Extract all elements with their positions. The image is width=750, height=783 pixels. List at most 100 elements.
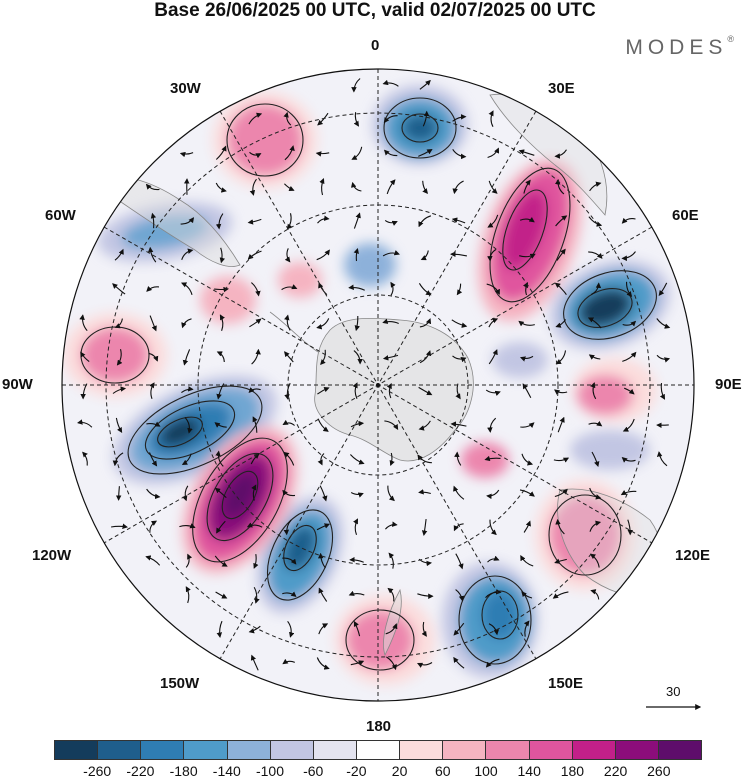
wind-arrow [417,454,432,464]
wind-arrow [246,522,263,528]
wind-arrow [145,183,160,191]
wind-arrow [453,523,464,532]
wind-arrow [523,620,530,637]
wind-arrow [620,490,637,496]
wind-arrow [621,217,636,224]
wind-arrow [215,182,227,193]
wind-arrow [353,518,359,535]
wind-arrow [518,320,535,327]
wind-arrow [555,319,567,328]
wind-arrow [284,248,291,263]
wind-arrow [487,417,497,433]
wind-arrow [350,492,364,498]
wind-arrow [111,523,128,529]
wind-arrow [282,557,297,565]
wind-arrow [115,486,122,501]
colorbar-tick-label: 100 [474,763,498,779]
wind-arrow [487,555,500,563]
wind-arrow [182,349,191,366]
wind-arrow [316,249,330,261]
colorbar-swatch [55,741,99,759]
wind-arrow [588,420,603,427]
colorbar-swatch [270,741,314,759]
colorbar-tick-label: -20 [346,763,367,779]
wind-arrow [216,520,226,534]
wind-arrow [390,281,396,296]
wind-arrow [450,421,467,427]
map-boundary [61,68,695,702]
wind-arrow [181,318,192,329]
wind-arrow [115,417,123,434]
wind-arrow [488,318,499,328]
wind-arrow [384,219,398,226]
wind-arrow [214,286,229,293]
wind-arrow [554,282,567,296]
wind-arrow [385,623,398,635]
wind-arrow [253,554,259,569]
wind-arrow [114,248,124,261]
wind-arrow [284,314,291,331]
wind-arrow [112,386,127,394]
wind-arrow [350,660,365,666]
wind-arrow [453,622,465,636]
wind-arrow [185,586,191,604]
wind-arrow [519,355,534,362]
wind-arrow [215,213,224,230]
wind-arrow [656,318,671,329]
colorbar-tick-label: -220 [126,763,155,779]
colorbar-tick-label: -180 [169,763,198,779]
wind-arrow [251,282,261,297]
wind-arrow [149,520,158,533]
wind-arrow [112,283,126,295]
wind-arrow [386,179,396,195]
wind-arrow [319,485,328,502]
wind-arrow [486,283,500,295]
wind-arrow [112,452,124,467]
colorbar-swatch [658,741,702,759]
wind-arrow [588,354,601,360]
wind-arrow [422,180,428,195]
colorbar-swatch [443,741,487,759]
wind-arrow [284,351,294,363]
wind-arrow [418,283,432,296]
colorbar-tick-label: -140 [212,763,241,779]
wind-arrow [383,115,398,124]
lon-label-180: 180 [366,718,392,735]
colorbar-tick-label: 260 [647,763,671,779]
wind-arrow [454,451,462,466]
wind-arrow [317,453,325,466]
wind-arrow [114,318,123,329]
wind-arrow [590,589,600,600]
wind-arrow [148,452,158,467]
wind-arrow [349,556,364,563]
wind-arrow [421,519,428,536]
wind-arrow [488,180,498,194]
colorbar-swatch [400,741,444,759]
wind-arrow [351,146,363,160]
wind-arrow [622,320,637,327]
wind-arrow [487,249,497,262]
wind-arrow [350,181,362,192]
new-zealand-landmass [383,588,402,657]
wind-arrow [387,485,395,502]
wind-arrow [316,657,330,670]
wind-arrow [184,417,193,434]
wind-arrow [281,284,298,291]
wind-arrow [386,383,392,399]
wind-arrow [249,318,262,328]
wind-arrow [149,315,157,332]
wind-arrow [418,215,432,228]
wind-arrow [181,453,192,465]
wind-arrow [286,213,293,230]
wind-arrow [418,386,433,396]
wind-arrow [555,350,567,365]
wind-arrow [387,587,395,602]
lon-label-90e: 90E [715,376,742,393]
wind-arrow [382,354,399,361]
wind-arrow [422,110,430,127]
wind-arrow [521,453,534,466]
colorbar-swatch [313,741,357,759]
wind-arrow [453,485,465,500]
wind-arrow [353,212,361,229]
wind-arrow [418,489,431,495]
